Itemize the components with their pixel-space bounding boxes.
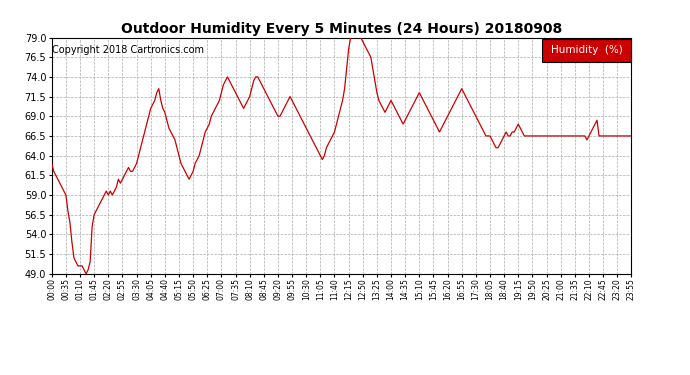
FancyBboxPatch shape (542, 39, 631, 62)
Text: Humidity  (%): Humidity (%) (551, 45, 622, 56)
Text: Copyright 2018 Cartronics.com: Copyright 2018 Cartronics.com (52, 45, 204, 55)
Title: Outdoor Humidity Every 5 Minutes (24 Hours) 20180908: Outdoor Humidity Every 5 Minutes (24 Hou… (121, 22, 562, 36)
